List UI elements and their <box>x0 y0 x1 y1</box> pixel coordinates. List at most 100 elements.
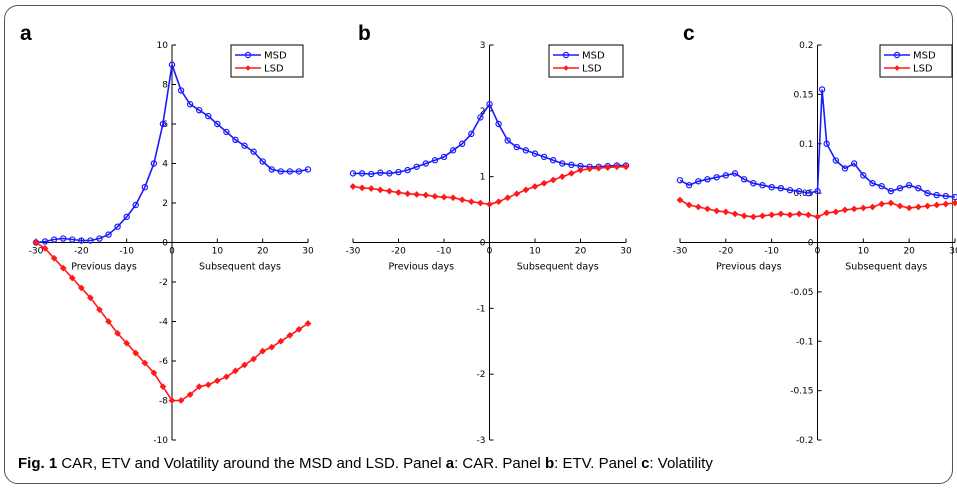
x-tick-label: 0 <box>487 247 493 257</box>
data-point-msd <box>860 172 867 179</box>
data-point-msd <box>250 148 257 155</box>
x-tick-label: -10 <box>764 247 779 257</box>
figure-caption: Fig. 1 CAR, ETV and Volatility around th… <box>18 455 713 472</box>
data-point-msd <box>295 168 303 175</box>
data-point-lsd <box>50 254 58 262</box>
data-point-msd <box>841 165 849 172</box>
data-point-lsd <box>367 185 375 192</box>
data-point-msd <box>150 160 158 167</box>
data-point-msd <box>41 238 49 245</box>
data-point-lsd <box>467 198 475 206</box>
data-point-lsd <box>32 239 40 246</box>
legend-marker-lsd <box>563 65 569 71</box>
data-point-msd <box>504 137 511 144</box>
data-point-lsd <box>41 245 49 252</box>
data-point-lsd <box>213 377 221 385</box>
x-tick-label: -10 <box>119 247 134 257</box>
data-point-msd <box>905 182 913 189</box>
data-point-msd <box>123 213 130 221</box>
data-point-msd <box>477 114 484 121</box>
data-point-lsd <box>68 274 76 282</box>
x-tick-label: 30 <box>949 247 957 257</box>
legend-label-lsd: LSD <box>582 64 602 75</box>
y-tick-label: -2 <box>159 278 168 288</box>
data-point-lsd <box>358 184 366 192</box>
data-point-lsd <box>531 183 539 190</box>
legend: MSD LSD <box>548 44 624 78</box>
x-axis-label-subsequent: Subsequent days <box>199 262 281 273</box>
data-point-msd <box>550 157 557 164</box>
data-point-msd <box>933 191 940 199</box>
data-point-msd <box>559 160 566 167</box>
data-point-lsd <box>804 211 812 219</box>
y-tick-label: 0.05 <box>793 189 813 199</box>
data-point-lsd <box>186 391 194 398</box>
data-point-msd <box>924 189 931 197</box>
data-point-msd <box>413 163 420 170</box>
legend-label-lsd: LSD <box>913 64 933 75</box>
data-point-msd <box>96 235 103 242</box>
caption-text-3: : ETV. Panel <box>554 455 642 472</box>
x-tick-label: 20 <box>903 247 915 257</box>
caption-panel-b: b <box>544 455 555 472</box>
x-tick-label: -20 <box>718 247 733 257</box>
data-point-msd <box>896 184 904 192</box>
data-point-lsd <box>513 190 521 198</box>
data-point-lsd <box>869 203 876 211</box>
data-point-lsd <box>685 201 693 209</box>
data-point-msd <box>850 160 858 167</box>
data-point-msd <box>805 189 812 197</box>
data-point-msd <box>459 140 466 147</box>
data-point-msd <box>704 176 711 183</box>
y-tick-label: -0.05 <box>790 288 813 298</box>
data-point-lsd <box>540 179 548 187</box>
data-point-msd <box>368 170 375 178</box>
data-point-msd <box>777 184 785 192</box>
x-axis-label-subsequent: Subsequent days <box>845 262 927 273</box>
data-point-msd <box>50 236 58 243</box>
data-point-msd <box>713 174 720 181</box>
caption-fig-label: Fig. 1 <box>18 455 58 472</box>
data-point-lsd <box>114 329 121 337</box>
data-point-lsd <box>522 186 530 194</box>
data-point-lsd <box>286 331 294 339</box>
data-point-msd <box>195 106 203 114</box>
data-point-msd <box>205 112 212 120</box>
data-point-lsd <box>87 294 94 302</box>
data-point-msd <box>887 187 895 195</box>
data-point-msd <box>132 201 139 209</box>
data-point-msd <box>942 192 950 200</box>
data-point-lsd <box>195 383 203 391</box>
data-point-lsd <box>568 170 575 177</box>
data-point-lsd <box>422 191 430 199</box>
data-point-lsd <box>823 209 831 217</box>
data-point-msd <box>286 168 294 175</box>
legend-marker-msd <box>244 51 252 59</box>
data-point-lsd <box>951 199 957 207</box>
y-tick-label: 3 <box>480 41 486 51</box>
y-tick-label: 0.1 <box>799 140 813 150</box>
legend-label-lsd: LSD <box>264 64 284 75</box>
data-point-lsd <box>722 208 730 216</box>
data-point-lsd <box>431 193 439 200</box>
data-point-lsd <box>914 203 922 211</box>
data-point-lsd <box>841 206 849 214</box>
x-tick-label: 30 <box>620 247 632 257</box>
data-point-msd <box>377 169 384 176</box>
data-point-msd <box>241 142 248 149</box>
data-point-msd <box>159 120 167 128</box>
data-point-msd <box>759 182 766 189</box>
data-point-msd <box>722 172 730 179</box>
data-point-msd <box>78 237 85 244</box>
data-point-lsd <box>942 200 950 208</box>
data-point-lsd <box>586 165 593 173</box>
data-point-msd <box>114 223 121 230</box>
legend-marker-lsd <box>245 65 251 71</box>
data-point-msd <box>449 147 457 154</box>
panel-label-b: b <box>358 22 371 45</box>
data-point-lsd <box>486 200 493 208</box>
data-point-lsd <box>96 306 103 314</box>
data-point-lsd <box>277 337 285 345</box>
